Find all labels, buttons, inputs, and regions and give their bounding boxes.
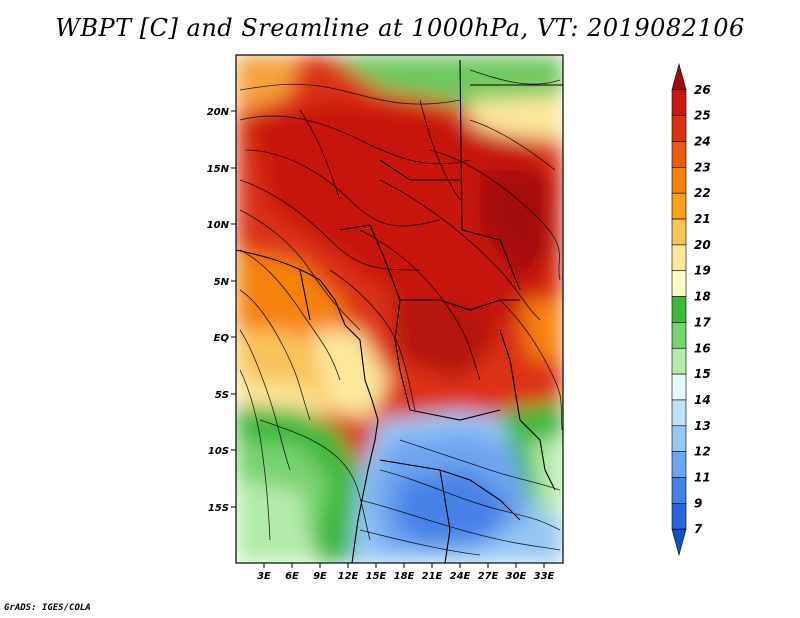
lon-label: 12E	[338, 571, 359, 582]
colorbar-swatch	[671, 503, 687, 530]
streamlines	[239, 69, 563, 556]
colorbar-label: 15	[694, 367, 711, 381]
lon-label: 3E	[257, 571, 271, 582]
colorbar-swatch	[671, 296, 687, 323]
longitude-axis: 3E 6E 9E 12E 15E 18E 21E 24E 27E 30E 33E	[257, 563, 555, 582]
colorbar-label: 9	[694, 496, 702, 510]
colorbar-label: 22	[694, 186, 711, 200]
lat-label: 10S	[208, 446, 229, 457]
lat-label: 15N	[207, 164, 230, 175]
colorbar-swatch	[671, 270, 687, 297]
wbpt-shaded-field	[236, 55, 563, 563]
lat-label: 5N	[214, 277, 230, 288]
colorbar-swatch	[671, 477, 687, 504]
colorbar-swatch	[671, 167, 687, 194]
colorbar-swatch	[671, 322, 687, 349]
colorbar-label: 21	[694, 212, 711, 226]
colorbar: 26 25 24 23 22 21 20 19 18 17 16 15 14 13 12 11 9 7	[671, 62, 711, 557]
colorbar-label: 7	[694, 522, 703, 536]
colorbar-swatch	[671, 399, 687, 427]
lon-label: 18E	[394, 571, 415, 582]
lat-label: 20N	[207, 107, 230, 118]
country-borders	[236, 59, 563, 563]
colorbar-label: 18	[694, 290, 711, 304]
colorbar-swatch	[671, 347, 687, 375]
lon-label: 15E	[366, 571, 387, 582]
colorbar-label: 13	[694, 419, 711, 433]
lat-label: 5S	[215, 390, 229, 401]
colorbar-swatch	[671, 451, 687, 478]
colorbar-label: 11	[694, 470, 711, 484]
map-title: WBPT [C] and Sreamline at 1000hPa, VT: 2…	[55, 14, 745, 42]
colorbar-label: 17	[694, 315, 711, 329]
colorbar-label: 26	[694, 83, 711, 97]
lon-label: 33E	[534, 571, 555, 582]
lon-label: 9E	[313, 571, 327, 582]
lat-label: EQ	[214, 333, 230, 344]
colorbar-swatch	[671, 425, 687, 452]
lon-label: 6E	[285, 571, 299, 582]
colorbar-label: 20	[694, 238, 711, 252]
lon-label: 30E	[506, 571, 527, 582]
lat-label: 10N	[207, 220, 230, 231]
colorbar-swatch	[671, 141, 687, 168]
lon-label: 27E	[478, 571, 499, 582]
colorbar-label: 24	[694, 135, 711, 149]
colorbar-label: 14	[694, 393, 711, 407]
colorbar-label: 25	[694, 109, 711, 123]
colorbar-label: 12	[694, 445, 711, 459]
lat-label: 15S	[208, 503, 229, 514]
lon-label: 24E	[450, 571, 471, 582]
map-frame	[235, 54, 564, 564]
colorbar-swatch	[671, 89, 687, 116]
colorbar-swatch	[671, 218, 687, 246]
colorbar-swatch	[671, 373, 687, 401]
colorbar-swatch	[671, 115, 687, 142]
latitude-axis: 20N 15N 10N 5N EQ 5S 10S 15S	[207, 107, 236, 514]
colorbar-swatch	[671, 62, 687, 91]
colorbar-label: 16	[694, 341, 711, 355]
colorbar-label: 23	[694, 160, 711, 174]
footer-credit: GrADS: IGES/COLA	[4, 603, 91, 613]
colorbar-swatch	[671, 244, 687, 272]
colorbar-label: 19	[694, 264, 711, 278]
lon-label: 21E	[422, 571, 443, 582]
colorbar-swatch	[671, 528, 687, 557]
colorbar-swatch	[671, 192, 687, 220]
